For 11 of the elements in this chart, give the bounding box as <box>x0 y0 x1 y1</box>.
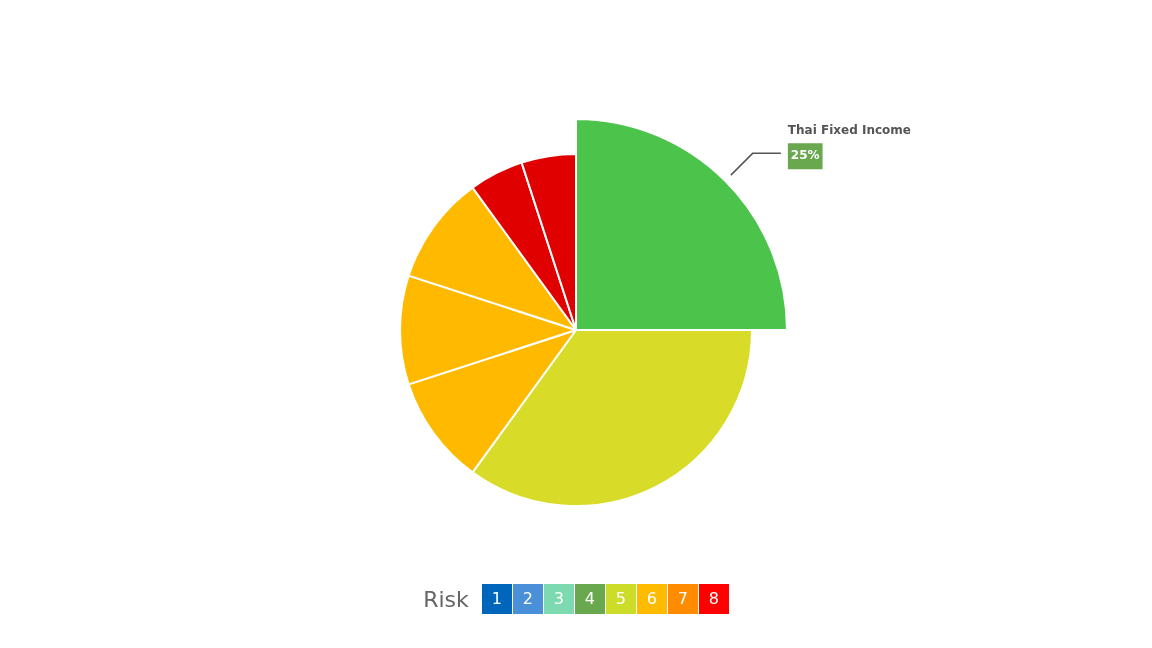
text: 6 <box>635 584 667 614</box>
data-label: 25% <box>790 148 820 163</box>
text: 1 <box>480 584 512 614</box>
text: 4 <box>573 584 605 614</box>
text: 2 <box>511 584 543 614</box>
text: 3 <box>542 584 574 614</box>
slice-label: Thai Fixed Income <box>787 123 911 138</box>
text: 8 <box>697 584 729 614</box>
text: 7 <box>666 584 698 614</box>
legend-title: Risk <box>423 586 469 612</box>
text: 5 <box>604 584 636 614</box>
